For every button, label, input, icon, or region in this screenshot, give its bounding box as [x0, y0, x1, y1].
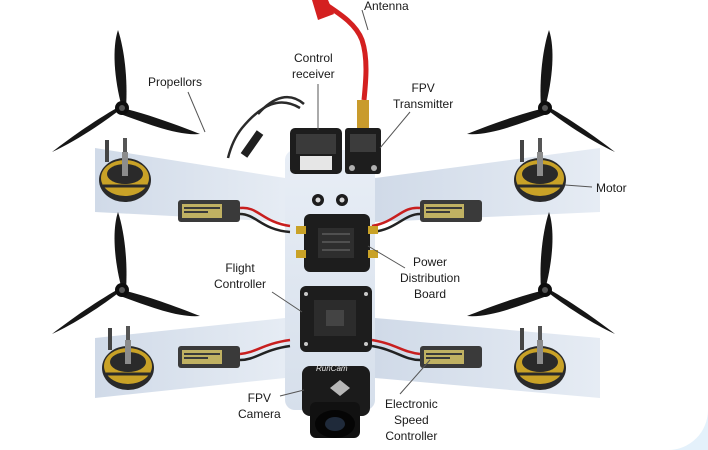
propeller-top-left	[52, 30, 200, 152]
propeller-top-right	[467, 30, 615, 152]
label-antenna: Antenna	[364, 0, 409, 13]
label-motor: Motor	[596, 181, 627, 195]
label-propellors: Propellors	[148, 75, 203, 89]
motor-top-left	[97, 136, 153, 204]
esc-top-left	[178, 200, 240, 222]
label-power-distribution-board: Power Distribution Board	[400, 255, 461, 301]
label-fpv-transmitter: FPV Transmitter	[393, 81, 454, 111]
fpv-transmitter	[312, 0, 381, 174]
esc-bottom-left	[178, 346, 240, 368]
esc-top-right	[420, 200, 482, 222]
fpv-camera	[302, 366, 370, 438]
propeller-bottom-left	[52, 212, 200, 334]
label-control-receiver: Control receiver	[292, 51, 335, 81]
control-receiver	[226, 95, 342, 174]
label-flight-controller: Flight Controller	[214, 261, 267, 291]
propeller-bottom-right	[467, 212, 615, 334]
callout-lines	[187, 9, 593, 397]
label-esc: Electronic Speed Controller	[385, 397, 438, 443]
label-fpv-camera: FPV Camera	[238, 391, 281, 421]
motor-top-right	[512, 136, 568, 204]
esc-bottom-right	[420, 346, 482, 368]
camera-brand-label: RunCam	[316, 364, 348, 373]
flight-controller-board	[300, 286, 372, 352]
power-distribution-board	[296, 194, 378, 272]
esc-wires	[239, 206, 421, 362]
